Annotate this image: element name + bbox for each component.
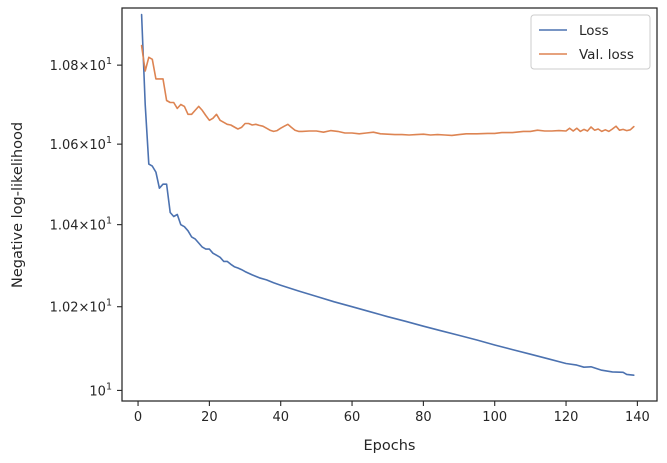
x-tick-label: 0 — [134, 410, 142, 425]
plot-frame — [121, 7, 658, 402]
legend-box — [530, 14, 651, 70]
series-line-val-loss — [140, 44, 635, 137]
x-tick-label: 100 — [482, 410, 507, 425]
x-tick-label: 80 — [415, 410, 432, 425]
legend: Loss Val. loss — [530, 14, 651, 70]
legend-label-val-loss: Val. loss — [579, 47, 634, 63]
x-tick-label: 60 — [344, 410, 361, 425]
x-axis: 0 20 40 60 80 100 120 140 — [134, 401, 650, 425]
x-axis-label: Epochs — [364, 438, 416, 454]
x-tick-label: 20 — [201, 410, 218, 425]
y-tick-label: 101 — [89, 381, 112, 399]
y-tick-label: 1.02×101 — [50, 298, 112, 316]
y-tick-label: 1.08×101 — [50, 56, 112, 74]
x-tick-label: 40 — [272, 410, 289, 425]
series-layer — [140, 13, 635, 376]
x-tick-label: 140 — [625, 410, 650, 425]
y-axis-label: Negative log-likelihood — [10, 122, 26, 288]
series-line-loss — [140, 13, 635, 376]
y-tick-label: 1.06×101 — [50, 135, 112, 153]
plot-area — [122, 8, 657, 401]
legend-label-loss: Loss — [579, 23, 609, 39]
y-tick-label: 1.04×101 — [50, 216, 112, 234]
x-tick-label: 120 — [554, 410, 579, 425]
y-axis: 1.08×101 1.06×101 1.04×101 1.02×101 101 — [50, 56, 122, 399]
